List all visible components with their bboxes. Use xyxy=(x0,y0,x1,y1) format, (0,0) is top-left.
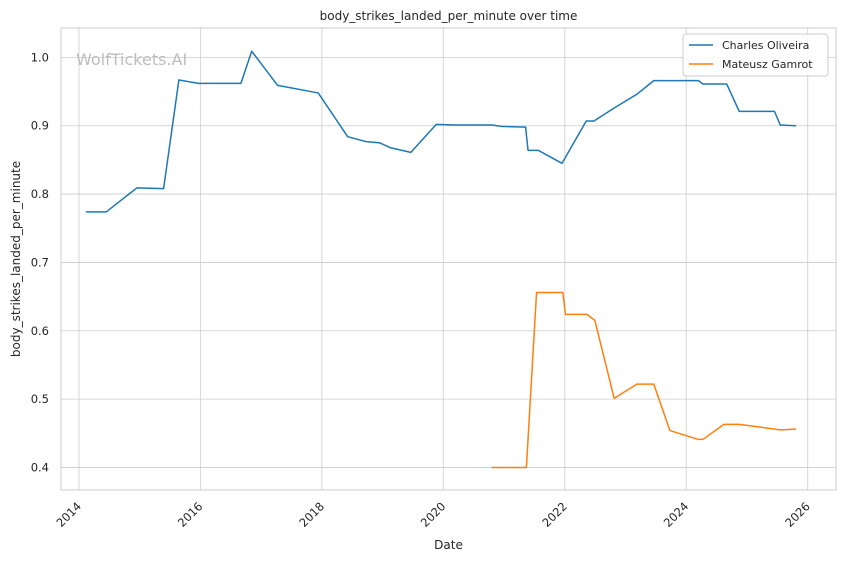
legend-label-mateusz-gamrot: Mateusz Gamrot xyxy=(722,58,813,71)
y-axis-label: body_strikes_landed_per_minute xyxy=(9,161,23,357)
x-tick-label: 2022 xyxy=(539,499,570,530)
series-line-mateusz-gamrot xyxy=(491,291,797,469)
series-layer xyxy=(85,50,797,469)
x-tick-label: 2020 xyxy=(418,499,449,530)
y-tick-label: 0.7 xyxy=(31,255,49,269)
legend-box xyxy=(682,33,829,77)
series-line-charles-oliveira xyxy=(85,50,797,213)
y-tick-label: 0.8 xyxy=(31,187,49,201)
y-tick-label: 1.0 xyxy=(31,50,49,64)
x-tick-label: 2014 xyxy=(53,499,84,530)
x-tick-label: 2024 xyxy=(661,499,692,530)
grid-layer xyxy=(61,28,836,490)
y-tick-label: 0.6 xyxy=(31,324,49,338)
x-tick-label: 2026 xyxy=(782,499,813,530)
x-tick-labels: 2014 2016 2018 2020 2022 2024 2026 xyxy=(53,499,812,530)
x-tick-label: 2016 xyxy=(175,499,206,530)
legend-label-charles-oliveira: Charles Oliveira xyxy=(722,39,809,52)
y-tick-label: 0.9 xyxy=(31,119,49,133)
x-tick-label: 2018 xyxy=(296,499,327,530)
y-tick-labels: 0.4 0.5 0.6 0.7 0.8 0.9 1.0 xyxy=(31,50,49,474)
legend: Charles Oliveira Mateusz Gamrot xyxy=(682,33,829,77)
plot-frame xyxy=(60,27,837,491)
y-tick-label: 0.5 xyxy=(31,392,49,406)
y-tick-label: 0.4 xyxy=(31,460,49,474)
chart-title: body_strikes_landed_per_minute over time xyxy=(320,9,578,23)
watermark: WolfTickets.AI xyxy=(76,50,187,69)
x-axis-label: Date xyxy=(434,538,463,552)
